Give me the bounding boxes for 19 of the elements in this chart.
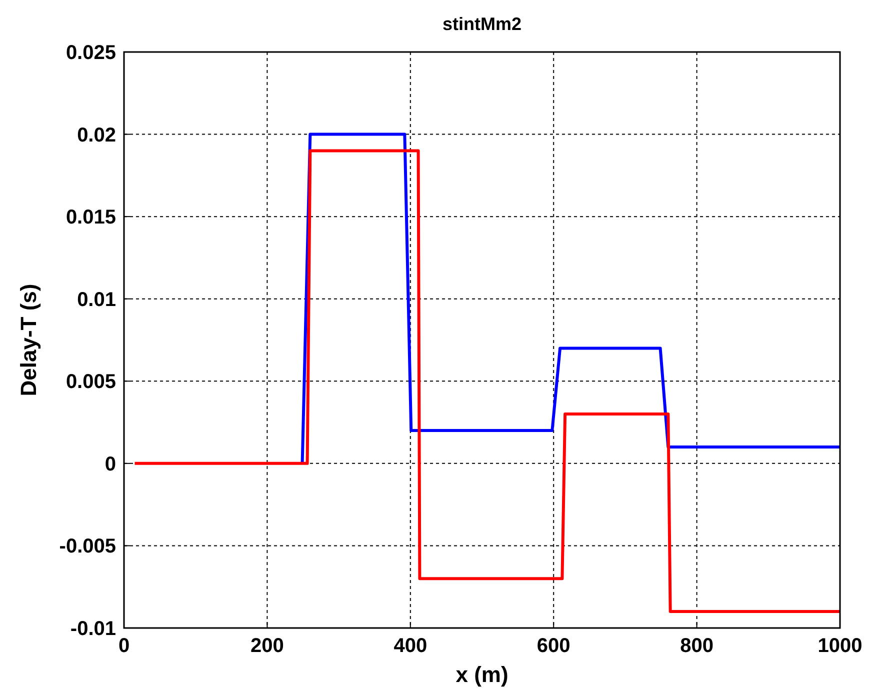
y-tick-label: 0.005 [66, 371, 116, 394]
line-series [133, 149, 842, 614]
y-tick-label: 0.02 [77, 124, 116, 146]
x-tick-label: 800 [680, 635, 714, 657]
y-tick-label: 0.015 [66, 206, 116, 229]
y-tick-label: -0.005 [59, 536, 116, 558]
chart-title: stintMm2 [442, 14, 522, 34]
y-tick-label: 0.025 [66, 42, 116, 64]
line-series [300, 132, 842, 465]
y-tick-label: 0.01 [77, 288, 116, 311]
y-tick-label: 0 [104, 453, 116, 476]
x-axis-title: x (m) [456, 662, 508, 687]
x-tick-label: 200 [250, 635, 284, 657]
x-tick-label: 1000 [818, 635, 862, 657]
y-tick-label: -0.01 [70, 618, 116, 640]
x-tick-label: 0 [118, 635, 130, 657]
y-axis-title: Delay-T (s) [16, 284, 41, 396]
x-tick-label: 600 [536, 635, 570, 657]
x-tick-label: 400 [394, 635, 428, 657]
